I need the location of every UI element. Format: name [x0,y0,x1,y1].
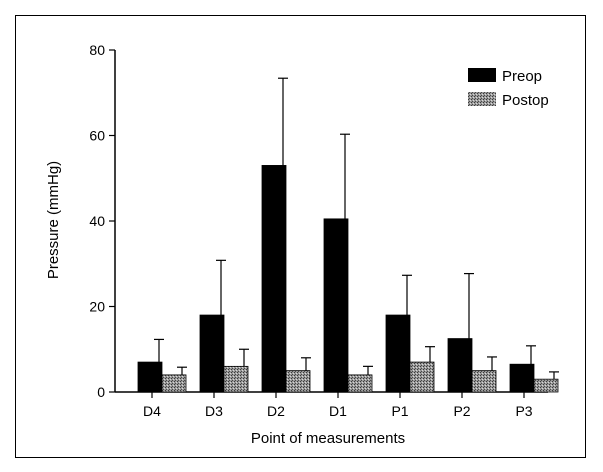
plot-area: 0 20 40 60 80 D4 D3 D2 D1 P1 P2 P3 [89,42,559,419]
legend-label-preop: Preop [502,68,542,85]
bar-postop [471,370,497,393]
y-axis-label: Pressure (mmHg) [45,161,62,279]
x-tick-label: P1 [391,403,408,419]
legend-swatch-preop [468,68,496,82]
bar-postop [409,361,435,393]
y-tick-label: 0 [97,384,105,400]
bar-preop [323,218,349,393]
x-tick-label: D1 [329,403,347,419]
x-tick-label: P3 [515,403,532,419]
bar-preop [385,314,411,393]
legend: Preop Postop [468,68,549,109]
y-tick-label: 80 [89,42,105,58]
y-tick-label: 20 [89,299,105,315]
x-tick-label: D3 [205,403,223,419]
bar-preop [509,363,535,393]
x-tick-label: D4 [143,403,161,419]
bar-postop [285,370,311,393]
bar-preop [199,314,225,393]
x-tick-label: P2 [453,403,470,419]
bar-preop [137,361,163,393]
y-tick-label: 60 [89,128,105,144]
bar-postop [161,374,187,393]
figure-frame [15,15,586,458]
y-tick-label: 40 [89,213,105,229]
bar-postop [347,374,373,393]
legend-label-postop: Postop [502,92,549,109]
bar-preop [261,165,287,393]
bar-postop [223,365,249,393]
legend-swatch-postop [468,92,496,106]
x-axis-label: Point of measurements [251,430,405,447]
bar-preop [447,338,473,393]
x-tick-label: D2 [267,403,285,419]
bar-postop [533,378,559,393]
